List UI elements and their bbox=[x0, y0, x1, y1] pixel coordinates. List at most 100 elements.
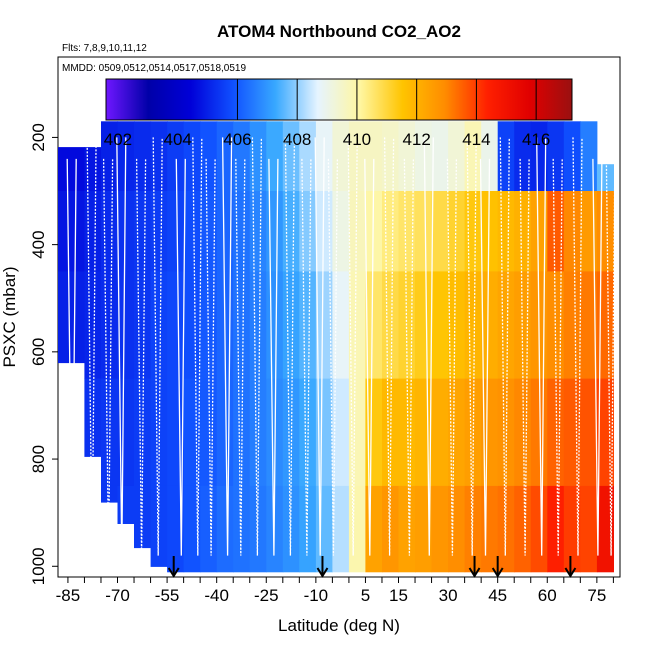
heatmap-cell bbox=[596, 164, 614, 192]
heatmap-cell bbox=[282, 378, 300, 487]
heatmap-cell bbox=[448, 378, 466, 487]
dive-track bbox=[192, 137, 203, 556]
heatmap-cell bbox=[431, 378, 449, 487]
heatmap-cell bbox=[299, 271, 317, 380]
heatmap-cell bbox=[332, 378, 350, 487]
heatmap-cell bbox=[481, 378, 499, 487]
heatmap-cell bbox=[117, 191, 135, 272]
heatmap-cell bbox=[216, 121, 234, 192]
heatmap-cell bbox=[530, 485, 548, 573]
heatmap-cell bbox=[216, 485, 234, 573]
heatmap-cell bbox=[547, 485, 565, 573]
arrow-head bbox=[167, 567, 180, 578]
y-axis: 200 400 600 800 1000 bbox=[29, 123, 58, 585]
heatmap-cell bbox=[299, 121, 317, 192]
colorbar-tick-label: 416 bbox=[522, 130, 550, 149]
heatmap-cell bbox=[431, 191, 449, 272]
heatmap-cell bbox=[464, 271, 482, 380]
heatmap-cell bbox=[415, 271, 433, 380]
heatmap-cell bbox=[167, 121, 185, 192]
heatmap-cell bbox=[84, 147, 102, 192]
dive-track bbox=[592, 158, 603, 556]
dive-track bbox=[347, 137, 358, 556]
heatmap-cell bbox=[365, 121, 383, 192]
heatmap-cell bbox=[497, 378, 515, 487]
heatmap-cell bbox=[497, 271, 515, 380]
heatmap-cell bbox=[84, 191, 102, 272]
heatmap-cell bbox=[332, 485, 350, 573]
heatmap-cell bbox=[348, 271, 366, 380]
y-tick-label: 600 bbox=[29, 338, 48, 366]
arrow-head bbox=[468, 567, 481, 578]
heatmap-cell bbox=[216, 191, 234, 272]
colorbar-lines bbox=[236, 79, 537, 120]
heatmap-cell bbox=[514, 191, 532, 272]
dive-track bbox=[135, 158, 147, 556]
dive-track bbox=[152, 137, 163, 556]
heatmap-cell bbox=[101, 191, 119, 272]
y-axis-label: PSXC (mbar) bbox=[0, 266, 19, 367]
dive-track bbox=[364, 158, 375, 556]
heatmap-cell bbox=[580, 191, 598, 272]
heatmap-cell bbox=[365, 191, 383, 272]
heatmap-cell bbox=[365, 485, 383, 573]
heatmap-cell bbox=[596, 191, 614, 272]
heatmap-cell bbox=[563, 271, 581, 380]
heatmap-cell bbox=[415, 191, 433, 272]
heatmap-cell bbox=[365, 378, 383, 487]
heatmap-cell bbox=[101, 271, 119, 380]
heatmap-cell bbox=[282, 121, 300, 192]
dive-track bbox=[268, 158, 279, 556]
heatmap-cell bbox=[596, 485, 614, 573]
dive-track bbox=[536, 137, 547, 556]
dive-track bbox=[235, 158, 246, 556]
heatmap-cell bbox=[266, 485, 284, 573]
dive-track bbox=[552, 158, 563, 556]
heatmap-cell bbox=[448, 271, 466, 380]
heatmap-cell bbox=[183, 485, 201, 573]
arrow-head bbox=[316, 567, 329, 578]
heatmap-cell bbox=[398, 485, 416, 573]
x-tick-label: -70 bbox=[105, 586, 130, 605]
heatmap-cell bbox=[481, 485, 499, 573]
heatmap-cell bbox=[382, 121, 400, 192]
heatmap-cell bbox=[382, 378, 400, 487]
heatmap-cell bbox=[563, 121, 581, 192]
dive-track bbox=[519, 158, 530, 556]
heatmap-cell bbox=[150, 378, 168, 487]
heatmap-cell bbox=[233, 121, 251, 192]
heatmap-cell bbox=[200, 191, 218, 272]
heatmap-cell bbox=[58, 271, 85, 364]
dive-track bbox=[221, 137, 233, 556]
heatmap-cell bbox=[398, 191, 416, 272]
heatmap-cell bbox=[514, 485, 532, 573]
heatmap-cell bbox=[249, 378, 267, 487]
x-tick-label: -85 bbox=[56, 586, 81, 605]
flights-note: Flts: 7,8,9,10,11,12 bbox=[62, 43, 147, 54]
dive-track bbox=[86, 137, 97, 556]
heatmap-cell bbox=[315, 378, 333, 487]
heatmap-cell bbox=[167, 271, 185, 380]
dive-track bbox=[301, 158, 312, 556]
dive-track bbox=[403, 158, 415, 556]
heatmap-cell bbox=[315, 271, 333, 380]
heatmap-cell bbox=[134, 271, 152, 380]
heatmap-cell bbox=[464, 191, 482, 272]
heatmap-cell bbox=[315, 191, 333, 272]
heatmap-cell bbox=[448, 121, 466, 192]
heatmap-cell bbox=[596, 271, 614, 380]
chart-title: ATOM4 Northbound CO2_AO2 bbox=[217, 22, 461, 41]
dive-track bbox=[116, 137, 127, 556]
heatmap-cell bbox=[580, 271, 598, 380]
heatmap-cell bbox=[431, 121, 449, 192]
x-axis: -85 -70 -55 -40 -25 -10 5 15 30 45 60 75 bbox=[56, 576, 620, 605]
dive-track bbox=[479, 158, 491, 556]
heatmap-cell bbox=[167, 191, 185, 272]
heatmap-cell bbox=[497, 121, 515, 192]
heatmap-cell bbox=[481, 191, 499, 272]
heatmap-cell bbox=[84, 378, 102, 457]
heatmap-cell bbox=[150, 271, 168, 380]
colorbar: 402 404 406 408 410 412 414 416 bbox=[104, 78, 573, 149]
y-tick-label: 200 bbox=[29, 123, 48, 151]
